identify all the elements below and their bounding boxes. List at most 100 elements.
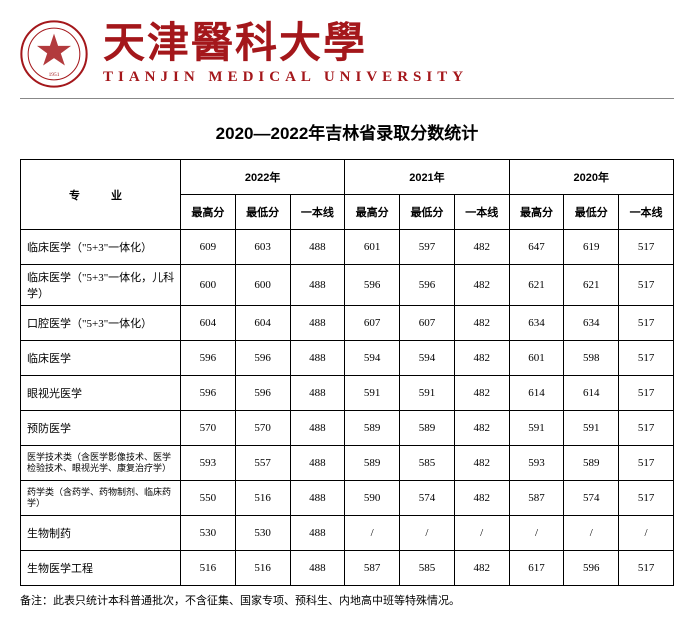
score-cell: 591	[400, 376, 455, 411]
score-cell: 517	[619, 230, 674, 265]
score-cell: 517	[619, 341, 674, 376]
score-cell: 589	[345, 446, 400, 481]
score-cell: 482	[454, 446, 509, 481]
major-cell: 口腔医学（"5+3"一体化）	[21, 306, 181, 341]
score-cell: 597	[400, 230, 455, 265]
score-cell: 598	[564, 341, 619, 376]
score-cell: 601	[345, 230, 400, 265]
score-cell: /	[454, 516, 509, 551]
score-cell: 516	[181, 551, 236, 586]
university-name-block: 天津醫科大學 TIANJIN MEDICAL UNIVERSITY	[103, 23, 468, 86]
svg-text:1951: 1951	[49, 72, 60, 78]
table-row: 口腔医学（"5+3"一体化）60460448860760748263463451…	[21, 306, 674, 341]
score-cell: 596	[235, 376, 290, 411]
score-cell: 517	[619, 551, 674, 586]
header-sub: 一本线	[619, 195, 674, 230]
header-sub: 最高分	[509, 195, 564, 230]
header-sub: 一本线	[290, 195, 345, 230]
table-row: 临床医学（"5+3"一体化）60960348860159748264761951…	[21, 230, 674, 265]
score-cell: 607	[345, 306, 400, 341]
score-cell: 585	[400, 551, 455, 586]
table-row: 药学类（含药学、药物制剂、临床药学）5505164885905744825875…	[21, 481, 674, 516]
header-year-1: 2021年	[345, 160, 509, 195]
table-row: 生物制药530530488//////	[21, 516, 674, 551]
table-row: 生物医学工程516516488587585482617596517	[21, 551, 674, 586]
score-cell: 607	[400, 306, 455, 341]
score-cell: 488	[290, 551, 345, 586]
header-sub: 最低分	[235, 195, 290, 230]
score-cell: 482	[454, 341, 509, 376]
score-cell: 488	[290, 446, 345, 481]
major-cell: 生物制药	[21, 516, 181, 551]
score-cell: 517	[619, 265, 674, 306]
score-cell: /	[619, 516, 674, 551]
header-year-2: 2020年	[509, 160, 673, 195]
score-cell: 596	[181, 376, 236, 411]
score-cell: 570	[235, 411, 290, 446]
score-cell: 591	[345, 376, 400, 411]
university-name-cn: 天津醫科大學	[103, 23, 468, 65]
score-cell: 517	[619, 376, 674, 411]
score-cell: 596	[400, 265, 455, 306]
major-cell: 预防医学	[21, 411, 181, 446]
score-cell: 596	[564, 551, 619, 586]
table-row: 预防医学570570488589589482591591517	[21, 411, 674, 446]
score-cell: 593	[509, 446, 564, 481]
score-cell: /	[345, 516, 400, 551]
header: 1951 天津醫科大學 TIANJIN MEDICAL UNIVERSITY	[20, 20, 674, 88]
score-cell: 488	[290, 341, 345, 376]
score-cell: 530	[235, 516, 290, 551]
score-cell: 482	[454, 376, 509, 411]
score-cell: 516	[235, 481, 290, 516]
score-cell: 621	[509, 265, 564, 306]
divider	[20, 98, 674, 99]
score-cell: 488	[290, 481, 345, 516]
score-cell: 619	[564, 230, 619, 265]
score-cell: 596	[235, 341, 290, 376]
score-cell: /	[564, 516, 619, 551]
score-cell: 589	[400, 411, 455, 446]
header-sub: 最高分	[345, 195, 400, 230]
score-cell: 647	[509, 230, 564, 265]
score-cell: 601	[509, 341, 564, 376]
header-sub: 最高分	[181, 195, 236, 230]
score-cell: 587	[345, 551, 400, 586]
score-cell: 517	[619, 306, 674, 341]
score-cell: 482	[454, 306, 509, 341]
major-cell: 生物医学工程	[21, 551, 181, 586]
score-cell: /	[509, 516, 564, 551]
table-header-row-1: 专 业 2022年 2021年 2020年	[21, 160, 674, 195]
score-cell: 488	[290, 306, 345, 341]
scores-table: 专 业 2022年 2021年 2020年 最高分最低分一本线最高分最低分一本线…	[20, 159, 674, 586]
score-cell: 550	[181, 481, 236, 516]
score-cell: 574	[564, 481, 619, 516]
score-cell: 609	[181, 230, 236, 265]
major-cell: 医学技术类（含医学影像技术、医学检验技术、眼视光学、康复治疗学）	[21, 446, 181, 481]
score-cell: 517	[619, 481, 674, 516]
score-cell: 488	[290, 230, 345, 265]
score-cell: 596	[345, 265, 400, 306]
score-cell: 482	[454, 230, 509, 265]
score-cell: 482	[454, 481, 509, 516]
table-row: 临床医学596596488594594482601598517	[21, 341, 674, 376]
score-cell: 591	[564, 411, 619, 446]
score-cell: 603	[235, 230, 290, 265]
score-cell: 570	[181, 411, 236, 446]
score-cell: 557	[235, 446, 290, 481]
score-cell: 488	[290, 516, 345, 551]
table-row: 临床医学（"5+3"一体化，儿科学）6006004885965964826216…	[21, 265, 674, 306]
score-cell: 614	[509, 376, 564, 411]
score-cell: 574	[400, 481, 455, 516]
score-cell: 600	[235, 265, 290, 306]
header-year-0: 2022年	[181, 160, 345, 195]
footnote: 备注：此表只统计本科普通批次，不含征集、国家专项、预科生、内地高中班等特殊情况。	[20, 592, 674, 608]
score-cell: 488	[290, 376, 345, 411]
score-cell: 482	[454, 551, 509, 586]
score-cell: 482	[454, 265, 509, 306]
major-cell: 眼视光医学	[21, 376, 181, 411]
major-cell: 临床医学（"5+3"一体化，儿科学）	[21, 265, 181, 306]
university-logo: 1951	[20, 20, 88, 88]
page-title: 2020—2022年吉林省录取分数统计	[20, 119, 674, 144]
score-cell: 587	[509, 481, 564, 516]
table-row: 眼视光医学596596488591591482614614517	[21, 376, 674, 411]
